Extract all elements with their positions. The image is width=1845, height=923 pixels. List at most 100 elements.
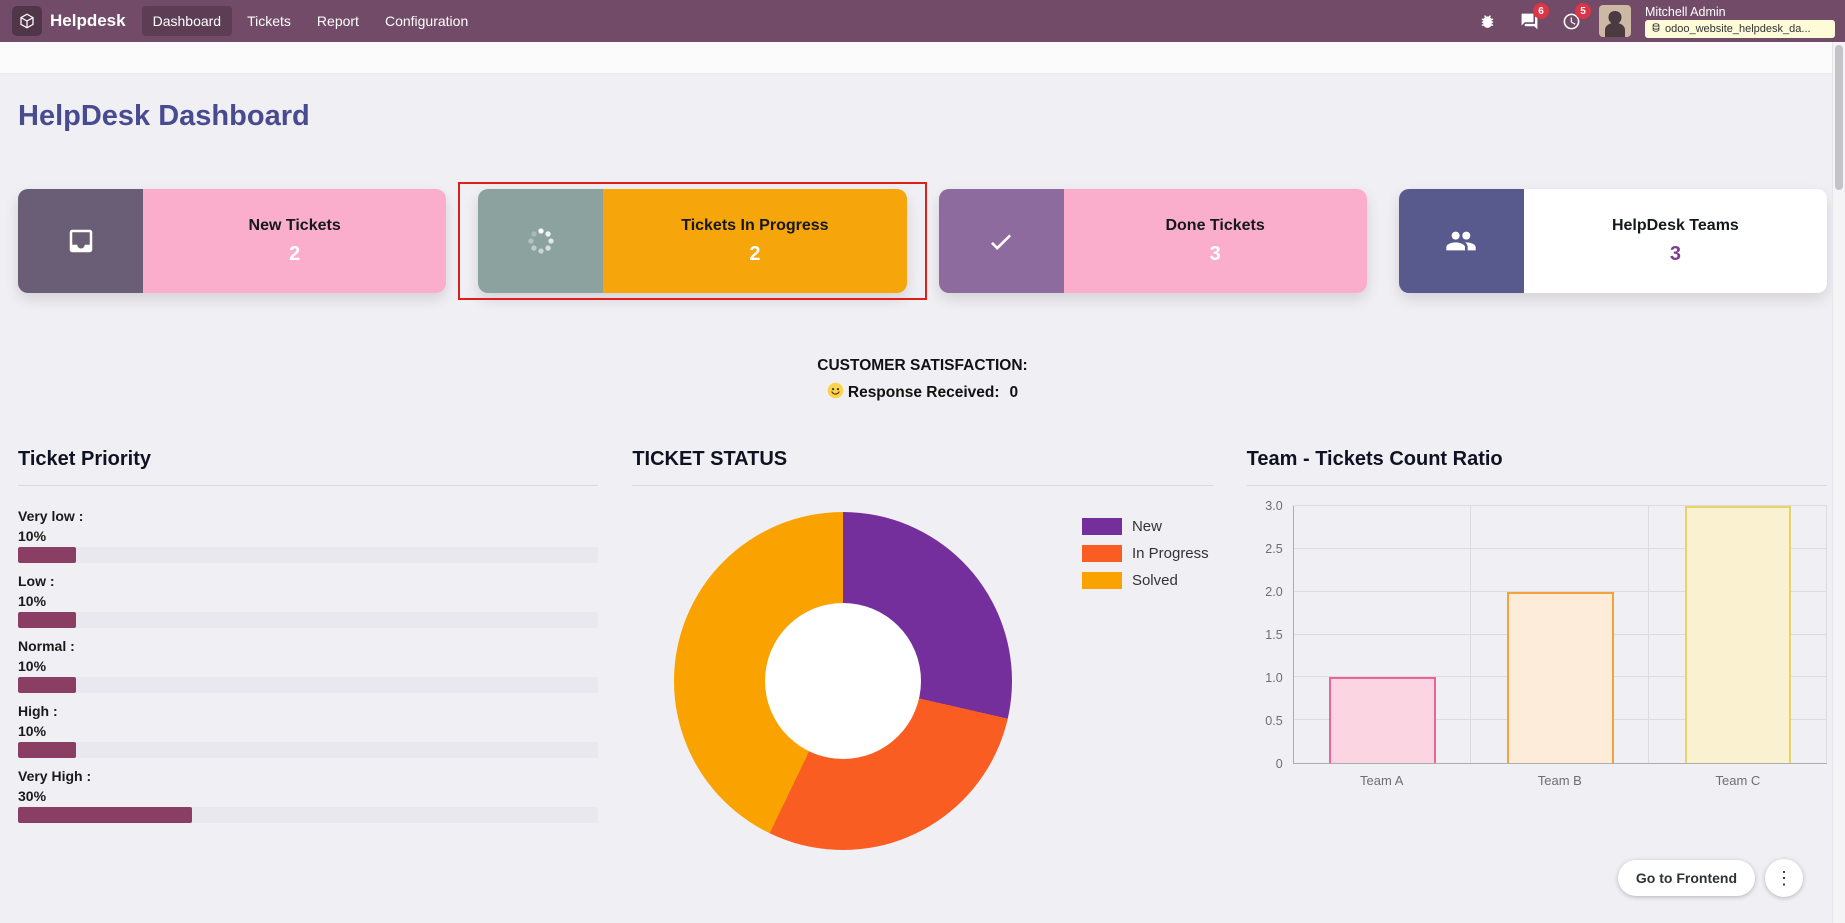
donut-hole — [765, 603, 922, 759]
priority-item-very-low: Very low : 10% — [18, 506, 599, 563]
user-menu[interactable]: Mitchell Admin odoo_website_helpdesk_da.… — [1645, 4, 1835, 38]
legend-label: New — [1131, 518, 1162, 535]
priority-label: Very High : — [18, 768, 92, 784]
priority-list: Very low : 10% Low : 10% Normal : 10% High : 10… — [18, 506, 599, 823]
card-count: 2 — [289, 242, 301, 265]
card-body: Done Tickets 3 — [1063, 189, 1367, 293]
priority-bar-fill — [18, 807, 193, 823]
bar-team-a — [1329, 677, 1436, 763]
y-tick-label: 2.5 — [1265, 542, 1283, 556]
bar-team-c — [1684, 506, 1792, 763]
card-label: Tickets In Progress — [681, 216, 829, 234]
priority-percent: 10% — [18, 723, 47, 739]
card-new-tickets[interactable]: New Tickets 2 — [18, 189, 447, 293]
user-name: Mitchell Admin — [1645, 5, 1726, 19]
card-done-tickets[interactable]: Done Tickets 3 — [938, 189, 1367, 293]
go-to-frontend-button[interactable]: Go to Frontend — [1617, 860, 1755, 896]
gridline-horizontal — [1293, 505, 1827, 506]
priority-label: Low : — [18, 573, 55, 589]
check-icon — [938, 189, 1064, 293]
menu-configuration[interactable]: Configuration — [384, 13, 469, 29]
card-count: 2 — [749, 242, 761, 265]
priority-label: High : — [18, 703, 58, 719]
donut-chart — [674, 512, 1013, 850]
kebab-menu-icon[interactable]: ⋮ — [1765, 859, 1803, 897]
database-name: odoo_website_helpdesk_da... — [1665, 23, 1811, 35]
ticket-status-title: TICKET STATUS — [632, 448, 1213, 486]
bar-chart: 0 0.5 1.0 1.5 2.0 2.5 3.0 — [1247, 499, 1827, 771]
ticket-priority-title: Ticket Priority — [18, 448, 599, 486]
activities-clock-icon[interactable]: 5 — [1557, 3, 1591, 35]
stat-cards: New Tickets 2 Tickets In Progress 2 Done Tic… — [18, 182, 1827, 300]
bar-plot — [1292, 505, 1827, 764]
database-icon — [1651, 22, 1661, 36]
y-tick-label: 1.5 — [1265, 628, 1283, 642]
legend-item-new: New — [1081, 518, 1209, 535]
debug-bug-icon[interactable] — [1473, 7, 1501, 35]
avatar[interactable] — [1599, 5, 1631, 37]
card-label: New Tickets — [248, 216, 341, 234]
priority-item-high: High : 10% — [18, 701, 599, 758]
gridline-horizontal — [1293, 590, 1827, 592]
team-ratio-title: Team - Tickets Count Ratio — [1246, 448, 1827, 486]
priority-item-normal: Normal : 10% — [18, 636, 599, 693]
bar-x-labels: Team A Team B Team C — [1293, 773, 1827, 788]
x-tick-label: Team C — [1715, 773, 1761, 788]
app-name[interactable]: Helpdesk — [50, 11, 126, 30]
panels-row: Ticket Priority Very low : 10% Low : 10% Nor… — [18, 448, 1827, 850]
card-count: 3 — [1209, 242, 1221, 265]
priority-bar-fill — [18, 612, 77, 628]
database-chip: odoo_website_helpdesk_da... — [1645, 20, 1835, 38]
priority-bar-track — [18, 742, 599, 758]
legend-item-solved: Solved — [1081, 572, 1209, 589]
priority-bar-fill — [18, 742, 77, 758]
legend-swatch — [1081, 518, 1122, 535]
scrollbar[interactable] — [1832, 42, 1845, 923]
priority-percent: 10% — [18, 528, 47, 544]
priority-item-low: Low : 10% — [18, 571, 599, 628]
gridline-vertical — [1470, 506, 1472, 763]
page-title: HelpDesk Dashboard — [18, 100, 310, 132]
gridline-vertical — [1825, 506, 1827, 763]
response-received-value: 0 — [1009, 384, 1019, 401]
priority-label: Normal : — [18, 638, 75, 654]
messages-icon[interactable]: 6 — [1515, 3, 1549, 35]
menu-dashboard[interactable]: Dashboard — [141, 6, 233, 36]
card-count: 3 — [1669, 242, 1681, 265]
dashboard-content: HelpDesk Dashboard New Tickets 2 Tickets I… — [0, 100, 1845, 850]
satisfaction-line: Response Received: 0 — [18, 382, 1827, 404]
response-received-label: Response Received: — [847, 384, 1000, 401]
priority-label: Very low : — [18, 508, 84, 524]
main-menu: Dashboard Tickets Report Configuration — [141, 0, 480, 42]
scrollbar-thumb[interactable] — [1835, 45, 1843, 190]
y-tick-label: 3.0 — [1265, 499, 1283, 513]
gridline-vertical — [1648, 506, 1650, 763]
menu-report[interactable]: Report — [316, 13, 359, 29]
x-tick-label: Team B — [1537, 773, 1582, 788]
legend-item-in-progress: In Progress — [1081, 545, 1209, 562]
priority-bar-track — [18, 547, 599, 563]
odoo-logo-icon[interactable] — [12, 6, 42, 36]
satisfaction-title: CUSTOMER SATISFACTION: — [817, 357, 1028, 374]
priority-bar-track — [18, 612, 599, 628]
spinner-icon — [478, 189, 604, 293]
gridline-horizontal — [1293, 547, 1827, 549]
priority-bar-track — [18, 807, 599, 823]
priority-percent: 10% — [18, 593, 47, 609]
activities-badge: 5 — [1575, 3, 1591, 19]
card-tickets-in-progress[interactable]: Tickets In Progress 2 — [458, 182, 927, 300]
control-panel — [0, 42, 1845, 74]
bar-y-axis: 0 0.5 1.0 1.5 2.0 2.5 3.0 — [1247, 499, 1293, 771]
card-helpdesk-teams[interactable]: HelpDesk Teams 3 — [1398, 189, 1827, 293]
bar-team-b — [1506, 591, 1614, 763]
y-tick-label: 2.0 — [1265, 585, 1283, 599]
donut-legend: New In Progress Solved — [1081, 518, 1209, 599]
menu-tickets[interactable]: Tickets — [247, 13, 291, 29]
smiley-icon — [827, 382, 844, 404]
x-tick-label: Team A — [1360, 773, 1404, 788]
customer-satisfaction: CUSTOMER SATISFACTION: Response Received… — [18, 357, 1827, 404]
legend-swatch — [1081, 545, 1122, 562]
legend-swatch — [1081, 572, 1122, 589]
card-body: New Tickets 2 — [143, 189, 447, 293]
inbox-icon — [18, 189, 143, 293]
